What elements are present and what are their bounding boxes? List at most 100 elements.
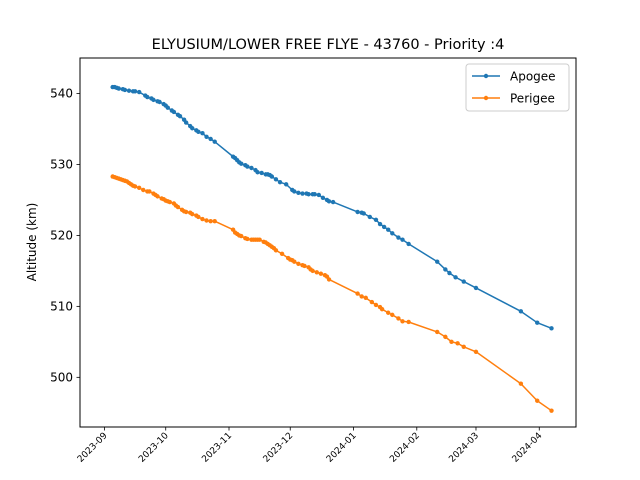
perigee-point [302,263,307,269]
apogee-point [386,227,391,232]
apogee-point [269,174,275,179]
apogee-point [296,190,301,196]
y-axis-ticks: 500 510 520 530 540 [50,86,80,384]
apogee-point [377,221,383,227]
apogee-point [396,235,401,240]
apogee-point [316,192,322,198]
apogee-point [549,326,554,331]
apogee-point [277,179,283,185]
perigee-point [200,216,205,222]
apogee-point [330,199,336,205]
apogee-point [273,177,279,182]
apogee-point [126,88,132,93]
perigee-point [208,219,213,224]
perigee-point [363,295,368,301]
apogee-point [461,279,466,284]
perigee-point [204,218,209,223]
perigee-point [379,307,385,312]
apogee-point [292,189,297,194]
apogee-point [283,182,289,187]
y-tick-label: 500 [50,370,73,384]
perigee-point [390,312,395,318]
perigee-point [257,237,262,242]
plot-frame [79,57,577,428]
perigee-point [359,294,364,299]
perigee-point [435,329,440,335]
apogee-point [300,191,305,196]
apogee-point [204,134,209,139]
y-tick-label: 520 [50,228,73,242]
perigee-point [535,398,540,403]
perigee-point [310,268,315,274]
legend-apogee-label: Apogee [510,70,556,84]
apogee-point [157,99,162,105]
apogee-point [518,309,524,314]
y-axis-label: Altitude (km) [25,203,39,282]
perigee-point [141,187,146,193]
legend: Apogee Perigee [465,63,570,112]
apogee-point [183,120,189,125]
apogee-point [165,105,170,110]
apogee-point [381,224,387,230]
apogee-point [535,320,540,325]
apogee-point [443,267,448,272]
apogee-point [122,87,128,93]
apogee-point [145,94,150,100]
perigee-point [136,185,142,191]
perigee-point [386,310,391,315]
legend-apogee-marker [483,73,489,79]
apogee-point [136,89,142,95]
apogee-point [200,131,205,136]
series-layer [110,84,554,413]
legend-perigee-label: Perigee [510,92,555,106]
apogee-point [255,170,260,175]
perigee-point [318,271,324,276]
perigee-point [400,319,405,324]
apogee-point [171,109,177,115]
apogee-point [435,259,440,264]
apogee-point [151,97,156,103]
perigee-point [396,316,401,321]
apogee-point [239,161,244,166]
perigee-point [273,248,279,253]
legend-perigee-marker [483,95,489,101]
apogee-point [177,113,183,119]
apogee-point [312,192,317,197]
perigee-point [183,209,189,215]
apogee-point [400,237,405,242]
perigee-point [549,408,554,413]
apogee-point [447,270,452,276]
perigee-point [175,204,181,210]
perigee-point [443,334,448,340]
perigee-point [461,344,466,350]
perigee-point [196,214,201,220]
perigee-point [292,259,297,264]
perigee-point [239,233,244,239]
perigee-point [373,302,379,308]
y-tick-label: 510 [50,299,73,313]
y-tick-label: 540 [50,86,73,100]
perigee-point [518,381,524,386]
perigee-point [455,341,460,346]
perigee-point [245,236,250,242]
apogee-point [208,136,213,142]
apogee-point [212,139,217,144]
apogee-point [361,211,366,216]
perigee-point [326,277,332,282]
perigee-point [449,339,454,345]
apogee-point [132,89,138,94]
perigee-point [296,261,301,266]
perigee-point [279,251,285,257]
perigee-point [147,189,152,194]
perigee-point [314,270,319,275]
apogee-point [306,192,311,197]
perigee-point [190,211,195,217]
apogee-point [406,241,411,247]
apogee-point [355,209,360,215]
apogee-point [326,199,332,204]
y-tick-label: 530 [50,157,73,171]
perigee-point [406,319,411,325]
apogee-point [473,285,479,291]
apogee-point [367,214,373,220]
